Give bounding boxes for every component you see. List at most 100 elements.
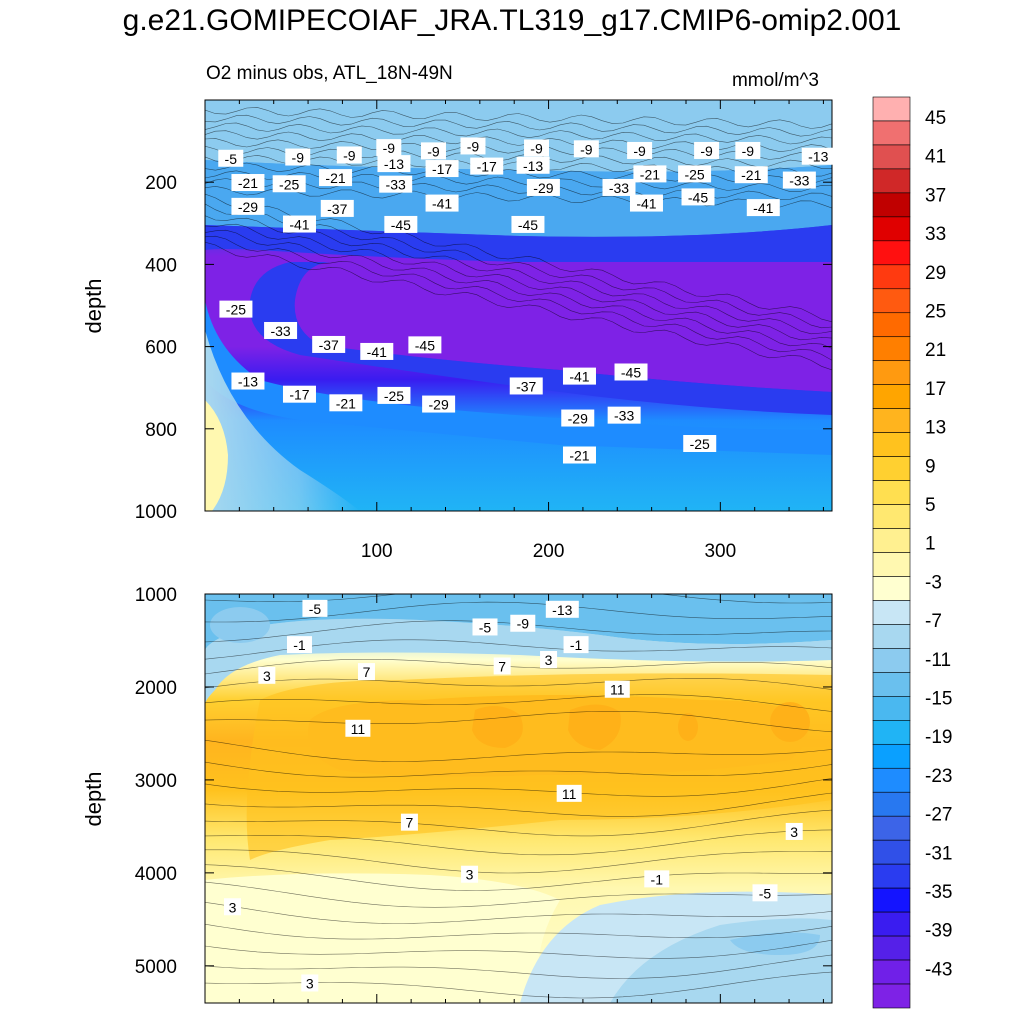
contour-label: -5	[302, 599, 328, 617]
colorbar-swatch	[872, 264, 911, 290]
contour-label-text: -41	[367, 344, 387, 360]
contour-label-box	[683, 435, 717, 453]
contour-label-text: -21	[336, 395, 356, 411]
contour-line	[205, 923, 832, 940]
contour-label: -17	[282, 385, 316, 403]
contour-label: 3	[785, 822, 803, 840]
contour-label: 11	[345, 719, 371, 737]
colorbar-swatch	[872, 120, 911, 146]
upper-blue-band	[205, 225, 832, 264]
contour-label: -41	[629, 194, 663, 212]
contour-label: -33	[264, 321, 298, 339]
contour-label-text: -5	[479, 619, 492, 635]
contour-line	[205, 829, 832, 856]
colorbar-tick-label: 33	[925, 224, 946, 245]
contour-label-box	[752, 884, 778, 902]
contour-label-text: -37	[319, 337, 339, 353]
colorbar-swatch	[872, 983, 911, 1009]
contour-label: 7	[357, 663, 375, 681]
colorbar-swatch	[872, 360, 911, 385]
y-tick-label: 2000	[135, 678, 177, 699]
contour-label-box	[540, 650, 558, 668]
contour-label: -41	[360, 342, 394, 360]
contour-label: -37	[509, 377, 543, 395]
contour-label-text: -1	[293, 637, 306, 653]
contour-label-text: -9	[292, 150, 305, 166]
contour-label: -1	[563, 636, 589, 654]
contour-label-box	[734, 166, 768, 184]
contour-line	[205, 902, 832, 924]
contour-label-box	[376, 139, 402, 157]
contour-label-box	[345, 719, 371, 737]
y-tick-label: 800	[145, 420, 177, 441]
contour-label: -9	[285, 148, 311, 166]
contour-line	[205, 954, 832, 979]
contour-label-text: 11	[562, 786, 577, 802]
contour-line	[205, 864, 832, 891]
contour-label-box	[470, 157, 504, 175]
contour-label: -5	[218, 149, 244, 167]
colorbar-swatch	[872, 696, 911, 721]
contour-label-box	[511, 215, 545, 233]
contour-label: 11	[604, 680, 630, 698]
contour-label-text: 11	[351, 721, 366, 737]
contour-label: -9	[420, 142, 446, 160]
colorbar-swatch	[872, 312, 911, 338]
contour-line	[205, 241, 832, 371]
contour-label-text: -9	[700, 143, 713, 159]
contour-line	[205, 229, 832, 349]
colorbar-tick-label: -11	[925, 650, 951, 671]
colorbar-swatch	[872, 600, 911, 625]
contour-label-box	[556, 784, 582, 802]
y-tick-label: 200	[145, 173, 177, 194]
contour-label-text: 3	[229, 899, 237, 915]
colorbar-swatch	[872, 911, 911, 937]
contour-label: -25	[219, 300, 253, 318]
contour-label-box	[562, 367, 596, 385]
contour-label: -25	[683, 435, 717, 453]
contour-label: -33	[602, 178, 636, 196]
contour-label-box	[629, 194, 663, 212]
colorbar-swatch	[872, 480, 911, 505]
contour-label-box	[644, 870, 670, 888]
contour-line	[205, 694, 832, 712]
contour-line	[205, 223, 832, 341]
contour-label-box	[561, 409, 595, 427]
contour-label-box	[627, 141, 653, 159]
contour-label-box	[218, 149, 244, 167]
colorbar-tick-label: -3	[925, 572, 942, 593]
contour-label-text: -9	[383, 140, 396, 156]
contour-label-text: -29	[238, 199, 258, 215]
contour-label-text: -17	[432, 161, 452, 177]
contour-label-text: -9	[530, 140, 543, 156]
contour-label-text: -45	[688, 189, 708, 205]
upper-left-wedge	[205, 330, 360, 511]
y-tick-label: 600	[145, 338, 177, 359]
contour-label-text: -45	[391, 217, 411, 233]
chart-title: g.e21.GOMIPECOIAF_JRA.TL319_g17.CMIP6-om…	[122, 4, 902, 37]
contour-line	[205, 778, 832, 797]
contour-label-box	[746, 199, 780, 217]
contour-label-box	[509, 377, 543, 395]
contour-label-text: -5	[309, 601, 322, 617]
upper-panel-subtitle: O2 minus obs, ATL_18N-49N	[206, 63, 453, 84]
contour-label-text: -37	[516, 378, 536, 394]
contour-label-text: 7	[498, 659, 506, 675]
contour-line	[205, 761, 832, 778]
contour-label-text: 3	[306, 975, 314, 991]
contour-label-text: -33	[386, 177, 406, 193]
contour-label-box	[614, 363, 648, 381]
contour-label-text: 7	[363, 664, 371, 680]
contour-label-box	[377, 386, 411, 404]
contour-label-text: -37	[327, 201, 347, 217]
contour-label-box	[223, 898, 241, 916]
y-tick-label: 5000	[135, 957, 177, 978]
contour-label: -21	[633, 165, 667, 183]
contour-label-text: -13	[808, 149, 828, 165]
y-tick-label: 400	[145, 255, 177, 276]
colorbar-swatch	[872, 144, 911, 170]
contour-label: -9	[510, 614, 536, 632]
contour-label-text: -1	[651, 871, 664, 887]
lower-panel-frame	[204, 593, 833, 1004]
